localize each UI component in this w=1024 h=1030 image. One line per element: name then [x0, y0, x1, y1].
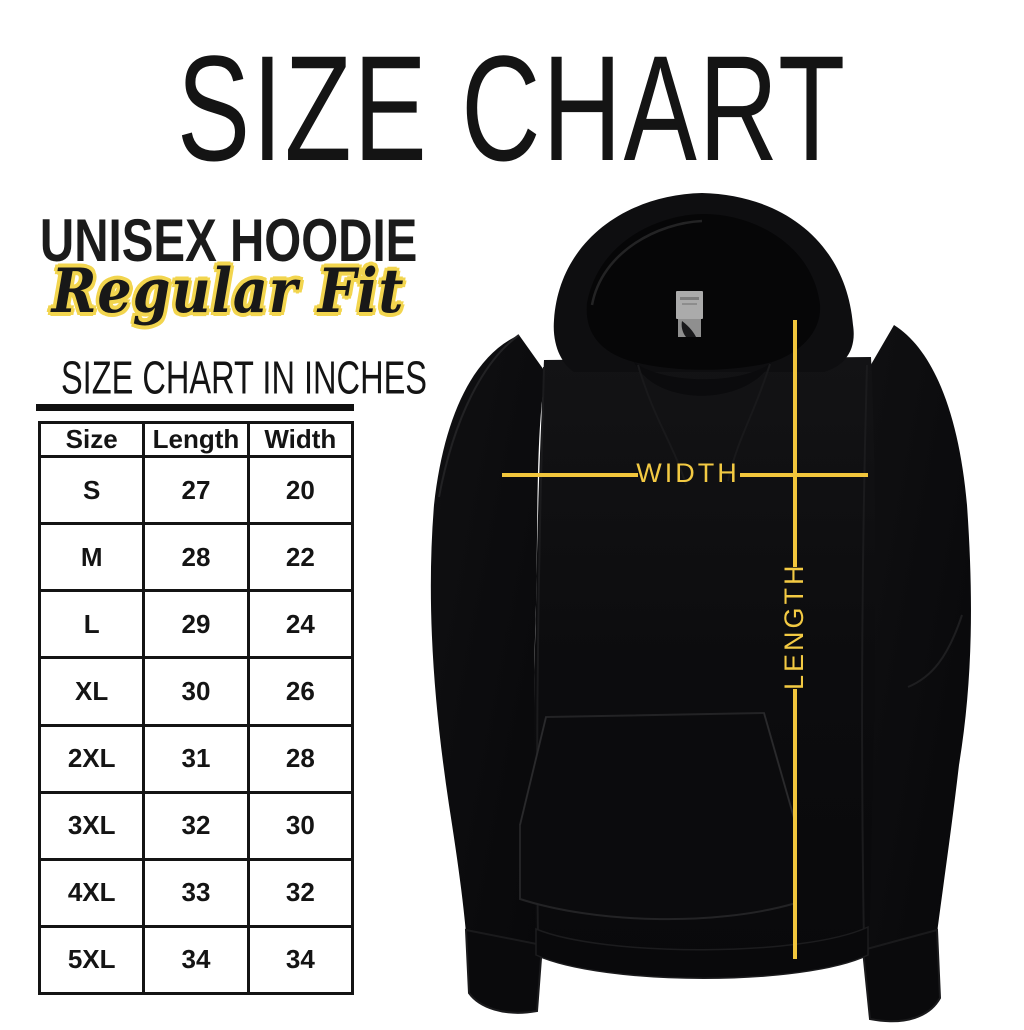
- size-table-cell: 26: [246, 656, 355, 727]
- hoodie-hood: [553, 193, 854, 486]
- size-table-cell: 24: [246, 589, 355, 660]
- size-table-row: M 28 22: [37, 522, 355, 593]
- size-table-cell: 27: [142, 454, 250, 526]
- width-measure-label: WIDTH: [636, 458, 740, 488]
- size-table-cell: 32: [142, 790, 250, 861]
- width-measure-line-left: [502, 473, 638, 477]
- size-table-cell: 20: [246, 454, 355, 526]
- hoodie-right-sleeve: [857, 325, 971, 1023]
- size-table-row: 3XL 32 30: [37, 790, 355, 861]
- size-table-cell: 30: [246, 790, 355, 861]
- size-table-cell: 5XL: [37, 924, 146, 996]
- size-table-cell: 30: [142, 656, 250, 727]
- width-measure-line-right: [740, 473, 868, 477]
- size-table-header-row: Size Length Width: [37, 421, 355, 458]
- hoodie-illustration: [430, 193, 971, 1023]
- size-table-cell: M: [37, 522, 146, 593]
- length-measure-line-top: [793, 320, 797, 567]
- column-header-width: Width: [246, 421, 355, 458]
- size-table-cell: L: [37, 589, 146, 660]
- neck-tag: [676, 291, 703, 337]
- length-measure-line-bottom: [793, 689, 797, 959]
- size-table-cell: 34: [142, 924, 250, 996]
- size-table-cell: S: [37, 454, 146, 526]
- size-table: Size Length Width S 27 20 M 28 22 L 29 24 XL 30 26 2…: [37, 421, 355, 996]
- size-table-cell: 33: [142, 857, 250, 928]
- hood-opening: [586, 214, 821, 370]
- size-table-cell: 29: [142, 589, 250, 660]
- size-table-cell: 2XL: [37, 723, 146, 794]
- size-table-cell: 32: [246, 857, 355, 928]
- size-table-cell: 31: [142, 723, 250, 794]
- column-header-size: Size: [37, 421, 146, 458]
- size-table-cell: 22: [246, 522, 355, 593]
- size-table-cell: 28: [142, 522, 250, 593]
- hoodie-hem-ribbing: [535, 925, 869, 979]
- length-measure-label: LENGTH: [779, 562, 809, 690]
- size-table-heading: SIZE CHART IN INCHES: [60, 352, 428, 404]
- heading-underline: [36, 404, 354, 411]
- size-table-row: 2XL 31 28: [37, 723, 355, 794]
- size-table-body: S 27 20 M 28 22 L 29 24 XL 30 26 2XL 31 28 3XL 32 30 4XL 33…: [37, 454, 355, 996]
- product-name: UNISEX HOODIE: [39, 207, 418, 275]
- size-table-cell: 34: [246, 924, 355, 996]
- size-table-cell: 4XL: [37, 857, 146, 928]
- size-table-row: S 27 20: [37, 454, 355, 526]
- product-fit: Regular Fit: [51, 256, 405, 328]
- hoodie-body: [519, 357, 876, 979]
- size-table-row: XL 30 26: [37, 656, 355, 727]
- size-table-cell: 28: [246, 723, 355, 794]
- size-table-row: 5XL 34 34: [37, 924, 355, 996]
- column-header-length: Length: [142, 421, 250, 458]
- page-title: SIZE CHART: [176, 24, 848, 193]
- size-table-row: 4XL 33 32: [37, 857, 355, 928]
- size-table-cell: XL: [37, 656, 146, 727]
- hoodie-kangaroo-pocket: [519, 711, 797, 921]
- size-table-cell: 3XL: [37, 790, 146, 861]
- size-table-row: L 29 24: [37, 589, 355, 660]
- hoodie-product-image: [424, 185, 1024, 1025]
- hoodie-left-sleeve: [430, 334, 546, 1014]
